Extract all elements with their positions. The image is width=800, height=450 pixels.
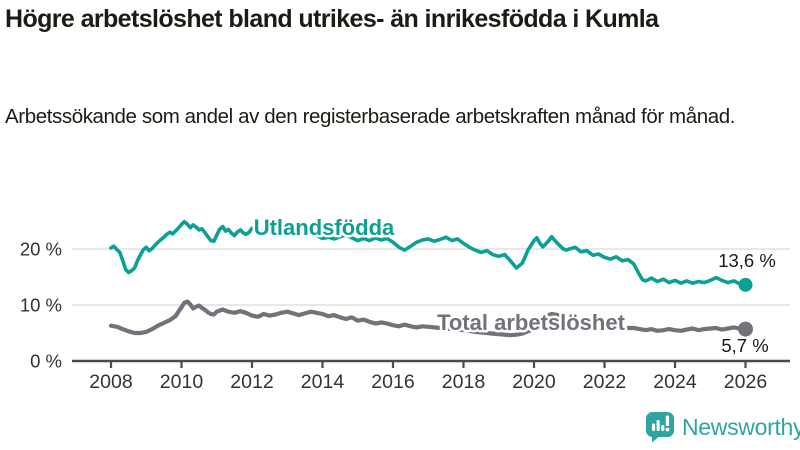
chart-title: Högre arbetslöshet bland utrikes- än inr…	[5, 5, 659, 33]
x-tick-label-2022: 2022	[583, 371, 626, 393]
series-label-total: Total arbetslöshet	[437, 310, 626, 335]
series-line-total	[108, 299, 748, 338]
x-tick-label-2024: 2024	[653, 371, 697, 393]
x-tick-label-2026: 2026	[724, 371, 767, 393]
x-tick-label-2012: 2012	[230, 371, 273, 393]
x-tick-label-2014: 2014	[301, 371, 345, 393]
y-tick-label-10: 10 %	[20, 295, 62, 316]
end-value-label-total: 5,7 %	[721, 335, 768, 356]
x-tick-label-2020: 2020	[512, 371, 556, 393]
x-tick-label-2010: 2010	[160, 371, 204, 393]
series-label-utlandsfodda: Utlandsfödda	[254, 215, 395, 240]
chart-subtitle: Arbetssökande som andel av den registerb…	[5, 105, 736, 128]
y-tick-label-0: 0 %	[30, 351, 62, 372]
series-line-utlandsfodda	[109, 219, 748, 287]
end-dot-total	[738, 321, 753, 337]
y-tick-label-20: 20 %	[20, 239, 62, 260]
x-tick-label-2018: 2018	[442, 371, 485, 393]
brand-footer: Newsworthy	[645, 411, 800, 443]
x-tick-label-2016: 2016	[371, 371, 414, 393]
brand-name: Newsworthy	[682, 413, 800, 440]
end-dot-utlandsfodda	[738, 277, 753, 292]
newsworthy-logo-icon	[645, 411, 675, 443]
x-tick-label-2008: 2008	[89, 371, 132, 393]
end-value-label-utlandsfodda: 13,6 %	[718, 250, 776, 271]
